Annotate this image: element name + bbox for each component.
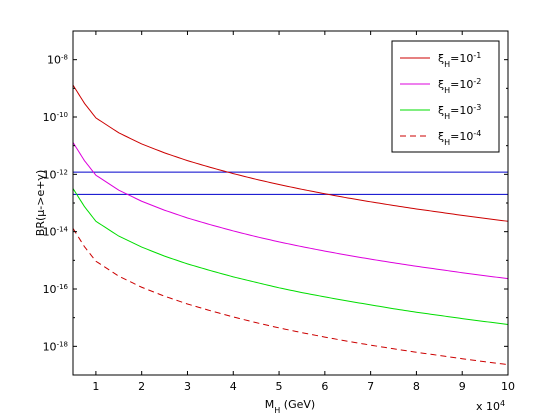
y-tick-label: 10-16 — [43, 283, 69, 296]
legend-box — [391, 40, 500, 153]
y-axis-label: BR(μ->e+γ) — [34, 170, 47, 236]
x-axis-multiplier: x 104 — [476, 399, 505, 414]
x-tick-label: 5 — [276, 380, 283, 393]
y-tick-label: 10-18 — [43, 340, 68, 353]
y-tick-label: 10-10 — [43, 111, 68, 124]
y-tick-label: 10-14 — [43, 226, 69, 239]
x-tick-label: 3 — [184, 380, 191, 393]
series-line-3 — [73, 188, 508, 325]
series-lines — [73, 84, 508, 366]
x-axis-label: MH (GeV) — [265, 398, 315, 415]
x-tick-label: 7 — [367, 380, 374, 393]
legend-entry: ξH=10-2 — [438, 77, 481, 95]
series-line-2 — [73, 142, 508, 280]
y-tick-label: 10-12 — [43, 168, 68, 181]
x-tick-label: 10 — [501, 380, 515, 393]
series-line-1 — [73, 84, 508, 222]
x-tick-label: 4 — [230, 380, 237, 393]
y-axis: 10-8 10-10 10-12 10-14 10-16 10-18 — [43, 30, 508, 376]
series-line-4 — [73, 228, 508, 366]
legend-entry: ξH=10-4 — [438, 129, 481, 147]
legend: ξH=10-1 ξH=10-2 ξH=10-3 ξH=10-4 — [391, 40, 500, 153]
reference-lines — [73, 171, 508, 195]
legend-entry: ξH=10-1 — [438, 51, 481, 69]
x-tick-label: 9 — [459, 380, 466, 393]
x-tick-label: 2 — [138, 380, 145, 393]
x-axis: 1 2 3 4 5 6 7 8 9 10 — [92, 31, 515, 393]
y-tick-label: 10-8 — [47, 54, 68, 67]
x-tick-label: 8 — [413, 380, 420, 393]
legend-entry: ξH=10-3 — [438, 103, 481, 121]
x-tick-label: 1 — [92, 380, 99, 393]
x-tick-label: 6 — [321, 380, 328, 393]
